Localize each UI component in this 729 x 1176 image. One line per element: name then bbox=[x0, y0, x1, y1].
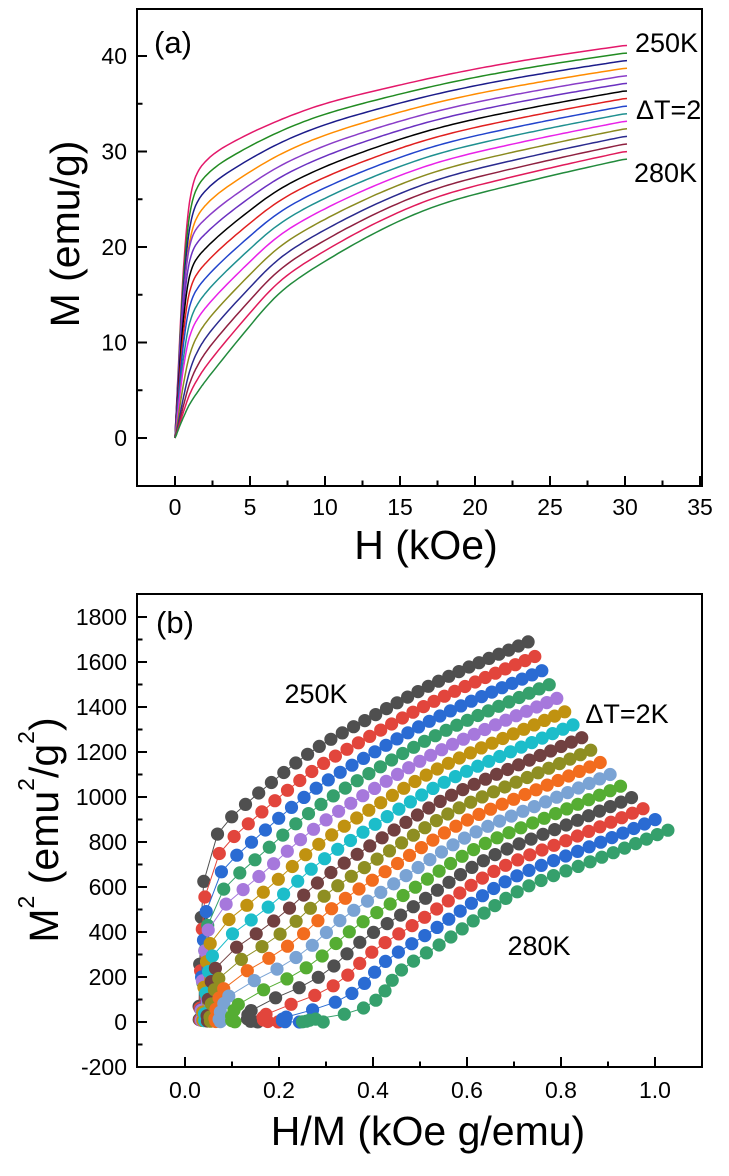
svg-text:1.0: 1.0 bbox=[639, 1077, 671, 1103]
svg-text:40: 40 bbox=[101, 43, 127, 69]
svg-text:20: 20 bbox=[101, 234, 127, 260]
svg-text:30: 30 bbox=[612, 494, 638, 520]
svg-text:10: 10 bbox=[101, 330, 127, 356]
svg-text:1000: 1000 bbox=[76, 784, 127, 810]
svg-text:25: 25 bbox=[537, 494, 563, 520]
svg-text:10: 10 bbox=[312, 494, 338, 520]
svg-text:1600: 1600 bbox=[76, 649, 127, 675]
svg-text:0: 0 bbox=[169, 494, 182, 520]
svg-text:0.0: 0.0 bbox=[169, 1077, 201, 1103]
svg-text:280K: 280K bbox=[507, 931, 570, 961]
svg-text:(a): (a) bbox=[154, 25, 192, 60]
svg-text:30: 30 bbox=[101, 139, 127, 165]
svg-text:250K: 250K bbox=[635, 28, 698, 58]
svg-text:H (kOe): H (kOe) bbox=[354, 522, 498, 568]
svg-text:5: 5 bbox=[244, 494, 257, 520]
svg-text:200: 200 bbox=[89, 964, 127, 990]
svg-text:1800: 1800 bbox=[76, 604, 127, 630]
svg-text:1200: 1200 bbox=[76, 739, 127, 765]
svg-text:400: 400 bbox=[89, 919, 127, 945]
svg-text:0: 0 bbox=[114, 425, 127, 451]
svg-text:ΔT=2: ΔT=2 bbox=[636, 95, 701, 125]
svg-text:35: 35 bbox=[687, 494, 713, 520]
svg-text:0: 0 bbox=[114, 1009, 127, 1035]
svg-text:-200: -200 bbox=[81, 1054, 127, 1080]
svg-text:0.8: 0.8 bbox=[545, 1077, 577, 1103]
svg-text:H/M (kOe g/emu): H/M (kOe g/emu) bbox=[271, 1108, 585, 1154]
svg-text:1400: 1400 bbox=[76, 694, 127, 720]
svg-text:0.6: 0.6 bbox=[451, 1077, 483, 1103]
svg-text:0.2: 0.2 bbox=[263, 1077, 295, 1103]
svg-text:800: 800 bbox=[89, 829, 127, 855]
svg-text:M (emu/g): M (emu/g) bbox=[42, 141, 88, 328]
svg-text:(b): (b) bbox=[156, 605, 194, 640]
svg-text:M2 (emu2/g2): M2 (emu2/g2) bbox=[13, 717, 67, 942]
svg-text:250K: 250K bbox=[284, 679, 347, 709]
svg-text:15: 15 bbox=[387, 494, 413, 520]
svg-text:0.4: 0.4 bbox=[357, 1077, 389, 1103]
svg-text:ΔT=2K: ΔT=2K bbox=[585, 699, 668, 729]
svg-text:20: 20 bbox=[462, 494, 488, 520]
svg-text:600: 600 bbox=[89, 874, 127, 900]
svg-text:280K: 280K bbox=[634, 158, 697, 188]
